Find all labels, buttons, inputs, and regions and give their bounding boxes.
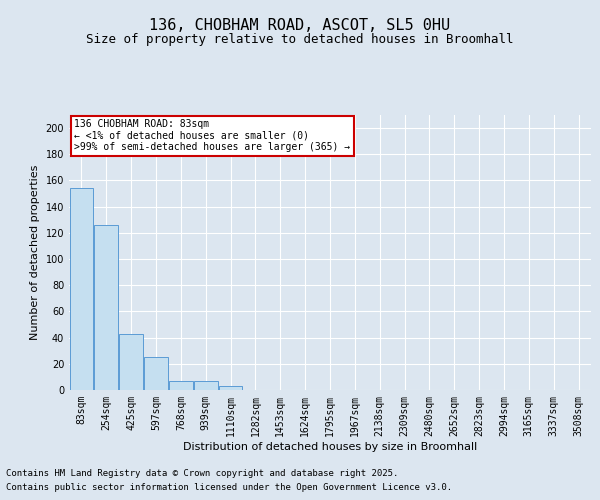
Bar [169,381,193,390]
Bar [94,225,118,390]
Text: 136 CHOBHAM ROAD: 83sqm
← <1% of detached houses are smaller (0)
>99% of semi-de: 136 CHOBHAM ROAD: 83sqm ← <1% of detache… [74,119,350,152]
X-axis label: Distribution of detached houses by size in Broomhall: Distribution of detached houses by size … [183,442,477,452]
Bar [219,386,242,390]
Bar [70,188,93,390]
Text: Size of property relative to detached houses in Broomhall: Size of property relative to detached ho… [86,32,514,46]
Text: 136, CHOBHAM ROAD, ASCOT, SL5 0HU: 136, CHOBHAM ROAD, ASCOT, SL5 0HU [149,18,451,32]
Text: Contains public sector information licensed under the Open Government Licence v3: Contains public sector information licen… [6,484,452,492]
Y-axis label: Number of detached properties: Number of detached properties [30,165,40,340]
Text: Contains HM Land Registry data © Crown copyright and database right 2025.: Contains HM Land Registry data © Crown c… [6,468,398,477]
Bar [144,358,168,390]
Bar [119,334,143,390]
Bar [194,381,218,390]
